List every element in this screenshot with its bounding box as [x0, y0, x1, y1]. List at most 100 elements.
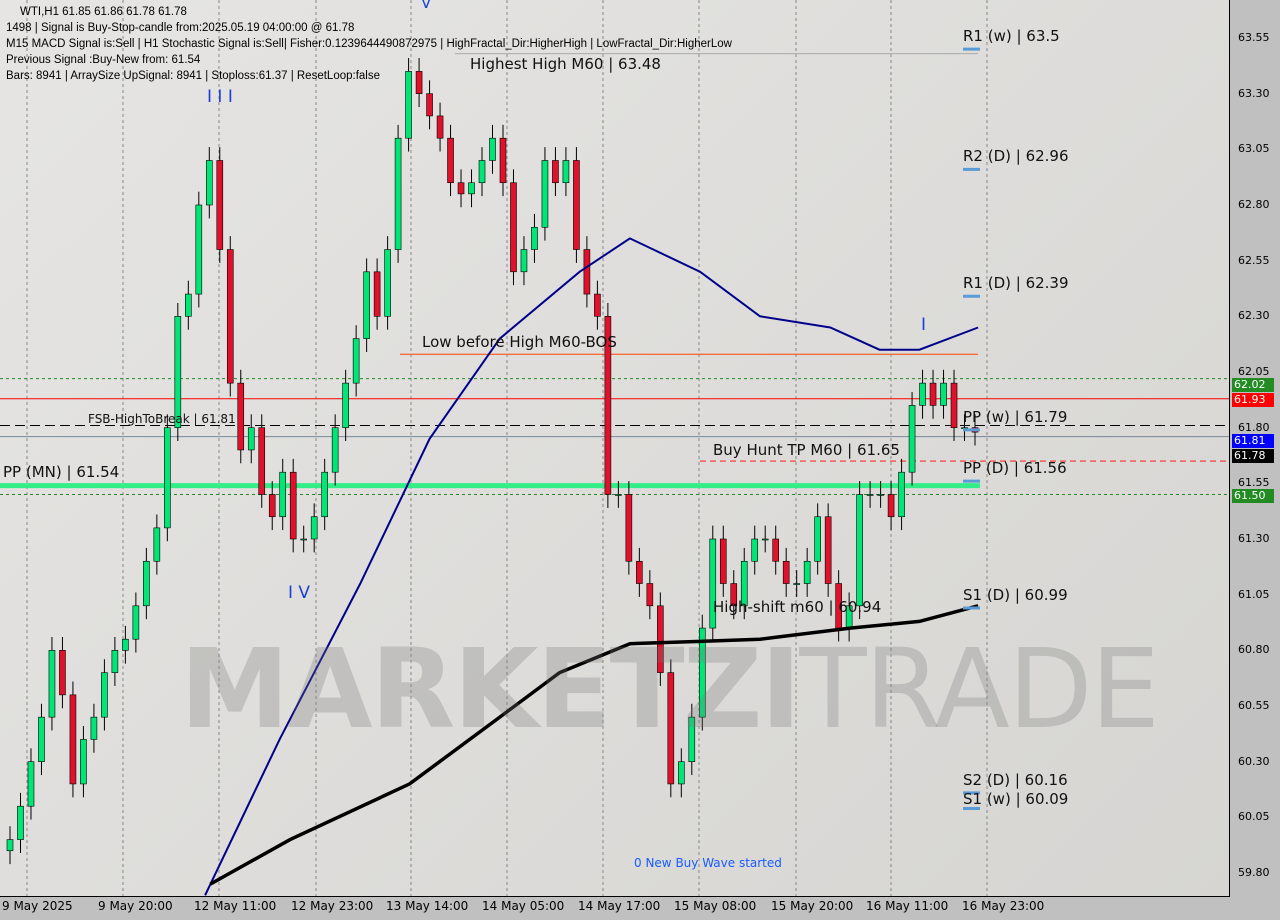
price-badge: 61.93 [1232, 393, 1274, 407]
price-tick-label: 62.55 [1238, 253, 1270, 267]
candle-body [122, 638, 129, 651]
candle-body [531, 226, 538, 250]
candle-body [289, 471, 297, 540]
candle-body [583, 249, 591, 295]
candle-body [730, 583, 738, 607]
candle-body [887, 494, 895, 518]
candle-body [331, 427, 339, 473]
price-tick-label: 63.05 [1238, 142, 1270, 156]
candle-body [310, 516, 318, 540]
candle-body [929, 382, 937, 406]
candle-body [59, 650, 66, 696]
candle-body [499, 137, 507, 184]
candle-body [793, 583, 800, 585]
candle-body [898, 471, 905, 518]
price-tick-label: 59.80 [1238, 866, 1270, 879]
bars-info: Bars: 8941 | ArraySize UpSignal: 8941 | … [6, 70, 380, 82]
candle-body [321, 471, 328, 518]
pivot-label: S1 (w) | 60.09 [963, 789, 1069, 808]
candle-body [17, 805, 24, 840]
time-tick-label: 14 May 17:00 [578, 899, 661, 913]
wave-iii-label: I I I [207, 87, 233, 107]
candle-body [950, 382, 958, 428]
candle-body [352, 338, 360, 384]
chart-plot-area[interactable]: MARKETZITRADE WTI,H1 61.85 61.86 61.78 6… [0, 0, 1230, 897]
new-wave-label: 0 New Buy Wave started [634, 856, 782, 870]
candle-body [489, 137, 496, 161]
candle-body [80, 739, 87, 785]
candle-body [300, 538, 307, 541]
price-tick-label: 60.05 [1238, 810, 1270, 824]
candle-body [814, 516, 821, 562]
candle-body [940, 382, 947, 406]
pivot-label: R2 (D) | 62.96 [963, 147, 1069, 166]
candle-body [552, 160, 559, 184]
macd-info: M15 MACD Signal is:Sell | H1 Stochastic … [6, 38, 732, 50]
high-shift-label: High-shift m60 | 60.94 [713, 598, 882, 616]
symbol-info: WTI,H1 61.85 61.86 61.78 61.78 [20, 6, 187, 18]
pivot-label: S2 (D) | 60.16 [963, 770, 1068, 789]
pp-mn-label: PP (MN) | 61.54 [3, 463, 120, 481]
candle-body [782, 560, 790, 584]
time-tick-label: 16 May 23:00 [962, 899, 1045, 913]
candle-body [101, 672, 108, 718]
time-tick-label: 14 May 05:00 [482, 899, 565, 913]
candle-body [573, 160, 580, 250]
candle-body [709, 538, 717, 629]
candle-body [237, 382, 245, 451]
candle-body [520, 249, 528, 273]
price-tick-label: 62.80 [1238, 198, 1270, 211]
candle-body [279, 471, 287, 518]
fsb-label: FSB-HighToBreak | 61.81 [88, 412, 236, 426]
pivot-label: R1 (w) | 63.5 [963, 27, 1060, 46]
candle-body [90, 716, 98, 740]
previous-signal-info: Previous Signal :Buy-New from: 61.54 [6, 54, 201, 66]
candle-body [394, 137, 402, 250]
candle-body [688, 716, 696, 762]
candle-body [740, 560, 748, 607]
candle-body [164, 427, 171, 529]
candle-body [772, 538, 780, 562]
candle-body [436, 115, 444, 139]
candle-body [562, 160, 570, 184]
time-tick-label: 12 May 23:00 [291, 899, 374, 913]
candle-body [719, 538, 727, 584]
candle-body [457, 182, 465, 195]
price-tick-label: 61.55 [1238, 476, 1270, 490]
candle-body [761, 538, 769, 541]
candle-body [143, 560, 150, 607]
candle-body [69, 694, 77, 785]
candle-body [48, 650, 56, 718]
price-tick-label: 60.80 [1238, 643, 1270, 657]
candle-body [866, 494, 874, 496]
candle-body [27, 761, 35, 807]
candle-body [205, 160, 213, 206]
price-tick-label: 62.05 [1238, 365, 1270, 378]
price-tick-label: 61.05 [1238, 587, 1270, 601]
time-tick-label: 16 May 11:00 [866, 899, 949, 913]
price-tick-label: 63.55 [1238, 31, 1270, 44]
candle-body [803, 560, 811, 584]
candle-body [363, 271, 370, 339]
candle-body [678, 761, 685, 785]
candle-body [877, 494, 884, 496]
candle-body [919, 382, 926, 406]
time-tick-label: 9 May 20:00 [98, 899, 173, 913]
candle-body [908, 405, 916, 473]
price-tick-label: 61.30 [1238, 532, 1270, 545]
candle-body [657, 605, 664, 673]
time-tick-label: 13 May 14:00 [386, 899, 469, 913]
candle-body [541, 160, 549, 228]
highest-high-label: Highest High M60 | 63.48 [470, 55, 661, 73]
time-tick-label: 15 May 08:00 [674, 899, 757, 913]
candle-body [258, 427, 266, 495]
candle-body [216, 160, 224, 250]
candle-body [468, 182, 475, 195]
price-badge: 61.78 [1232, 448, 1274, 463]
candle-body [667, 672, 675, 785]
candle-body [604, 316, 612, 495]
price-badge: 61.50 [1232, 489, 1274, 504]
candle-body [625, 494, 633, 562]
candle-body [111, 650, 119, 673]
pivot-label: PP (D) | 61.56 [963, 459, 1067, 478]
